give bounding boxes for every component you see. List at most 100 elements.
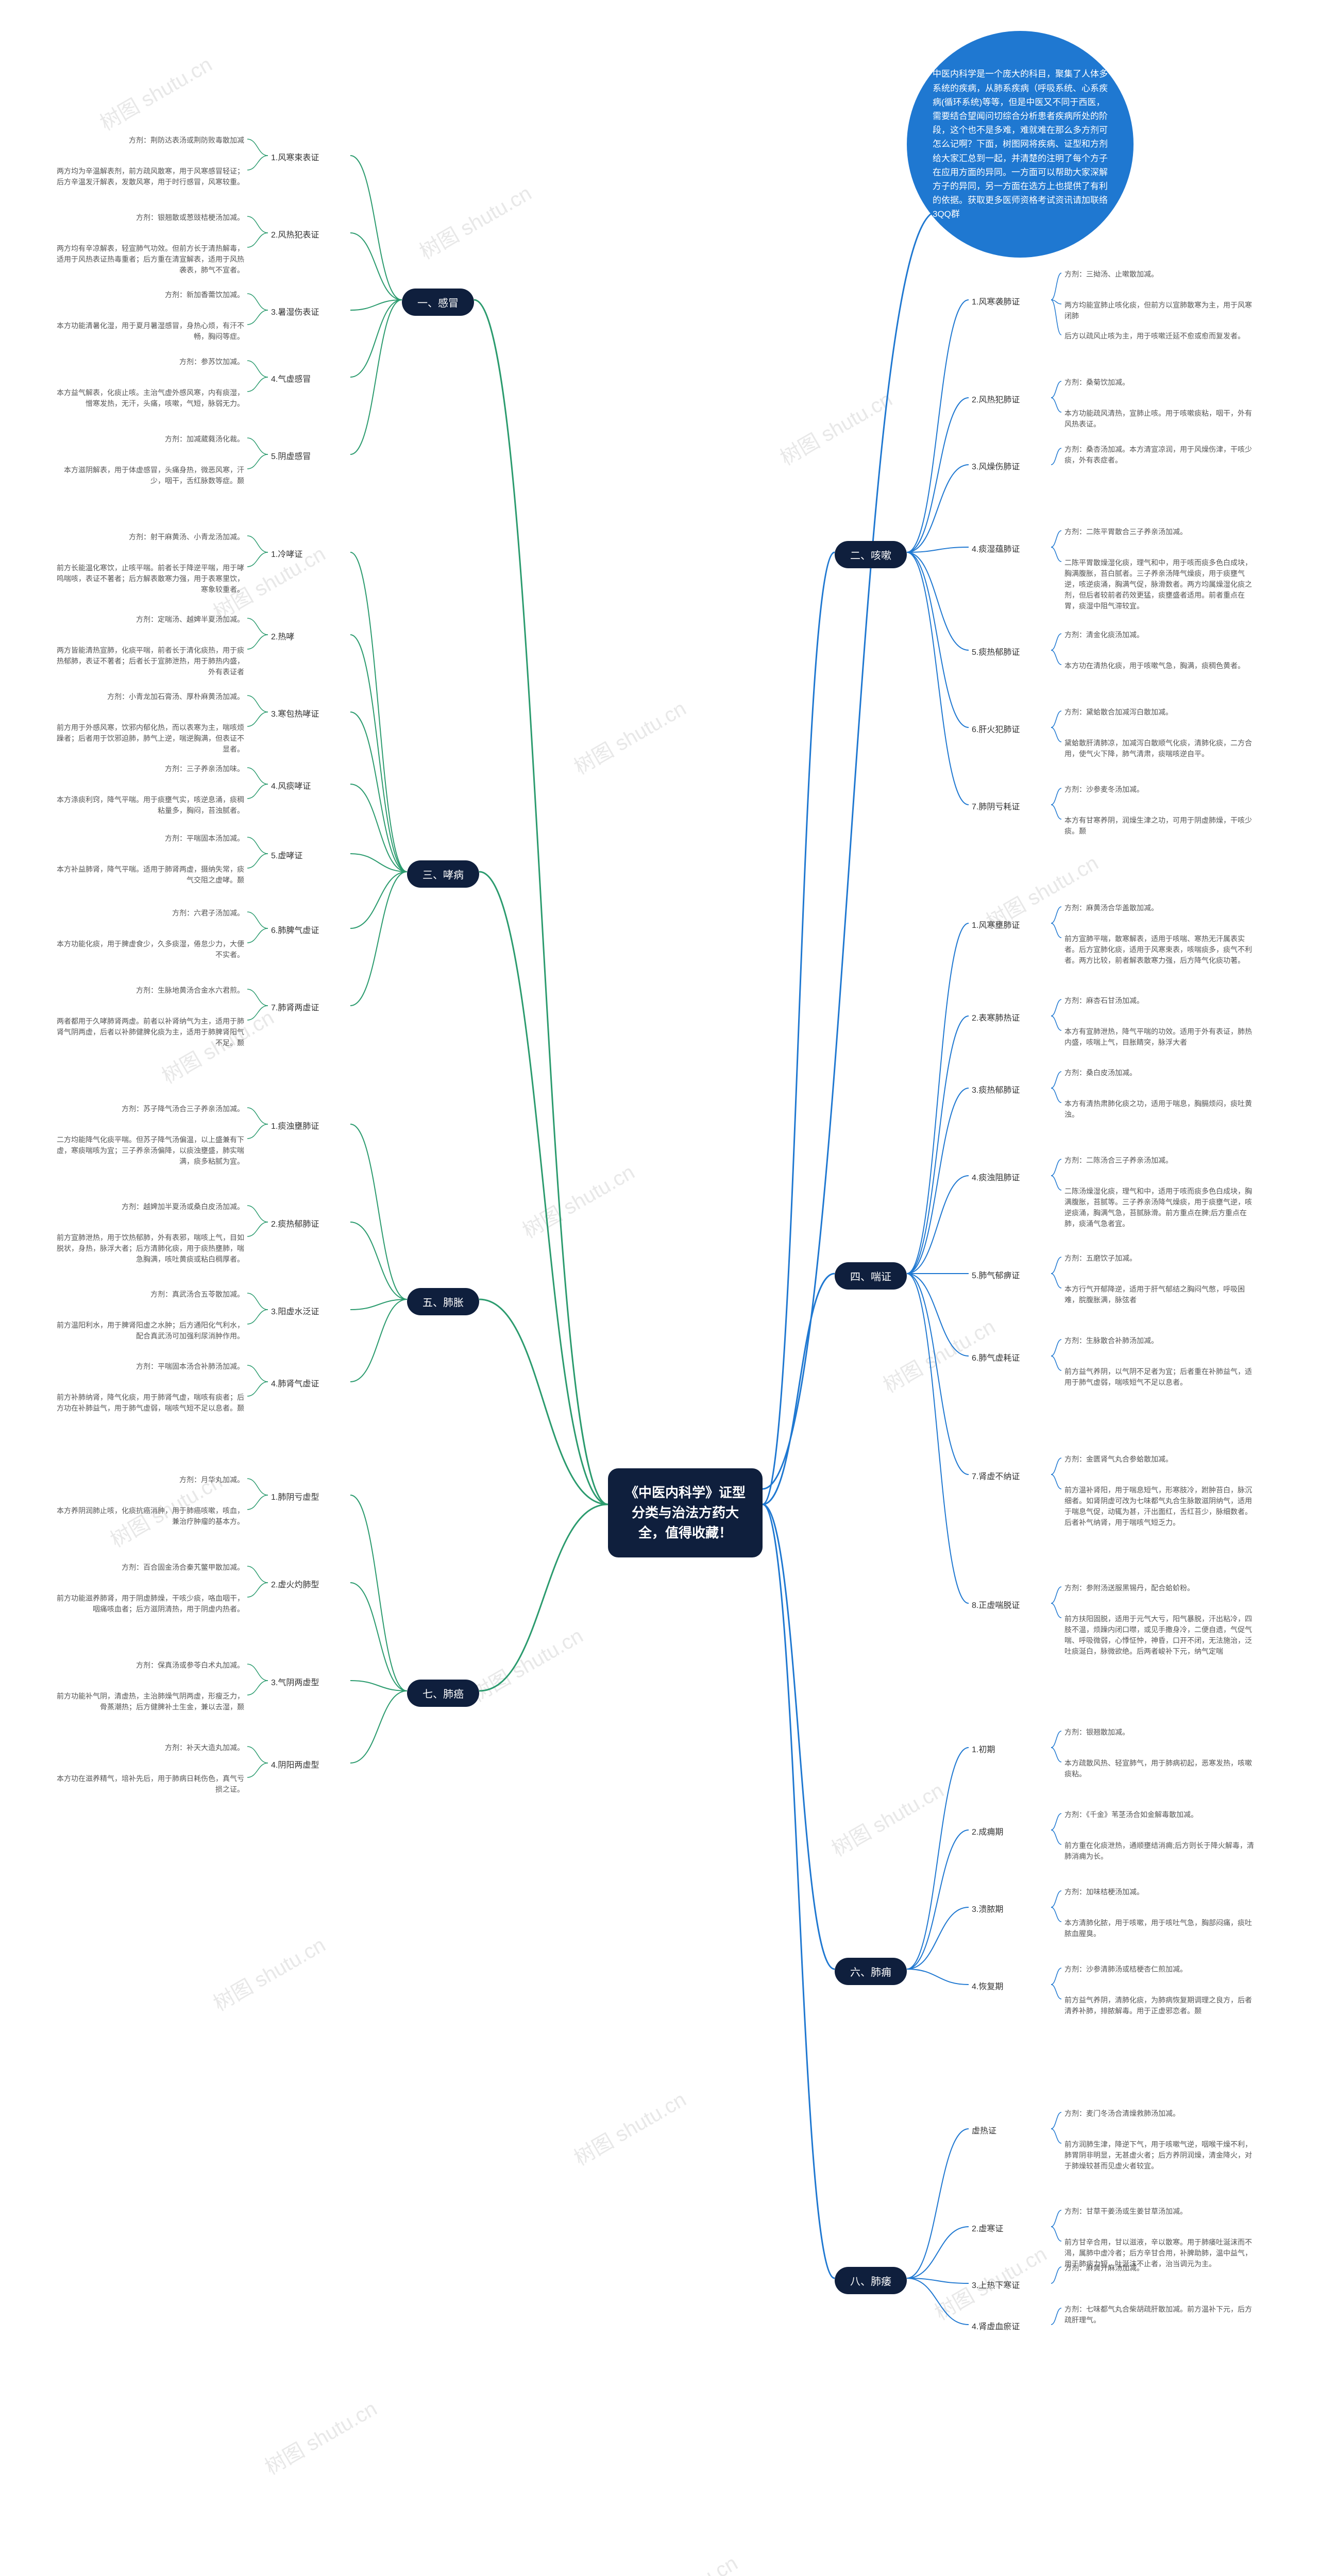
leaf-text: 方剂：月华丸加减。 xyxy=(52,1473,247,1486)
leaf-text: 本方养阴润肺止咳，化痰抗癌消肿，用于肺癌咳嗽，咳血，兼治疗肿瘤的基本方。 xyxy=(52,1504,247,1528)
leaf-text: 二陈平胃散燥湿化痰，理气和中，用于咳而痰多色白成块，胸满腹胀，苔白腻者。三子养亲… xyxy=(1061,556,1257,613)
pattern-node: 5.阴虚感冒 xyxy=(268,448,314,463)
pattern-node: 4.痰浊阻肺证 xyxy=(969,1170,1023,1184)
leaf-text: 两方皆能清热宣肺，化痰平喘，前者长于清化痰热，用于痰热郁肺，表证不著者；后者长于… xyxy=(52,644,247,679)
leaf-text: 两方均能宣肺止咳化痰，但前方以宣肺散寒为主，用于风寒闭肺 xyxy=(1061,299,1257,323)
leaf-text: 后方以疏风止咳为主，用于咳嗽迁延不愈或愈而复发者。 xyxy=(1061,330,1257,343)
pattern-node: 2.虚火灼肺型 xyxy=(268,1577,322,1591)
pattern-node: 2.风热犯表证 xyxy=(268,227,322,241)
leaf-text: 本方清肺化脓，用于咳嗽，用于咳吐气急，胸部闷痛，痰吐脓血腥臭。 xyxy=(1061,1917,1257,1940)
leaf-text: 本方涤痰利窍，降气平喘。用于痰壅气实，咳逆息涌，痰稠粘量多，胸闷，苔浊腻者。 xyxy=(52,793,247,817)
leaf-text: 本方滋阴解表，用于体虚感冒，头痛身热，微恶风寒，汗少，咽干，舌红脉数等症。颞 xyxy=(52,464,247,487)
leaf-text: 两方均有辛凉解表，轻宣肺气功效。但前方长于清热解毒，适用于风热表证热毒重者；后方… xyxy=(52,242,247,277)
leaf-text: 方剂：甘草干姜汤或生姜甘草汤加减。 xyxy=(1061,2205,1257,2218)
leaf-text: 前方温阳利水，用于脾肾阳虚之水肿；后方通阳化气利水，配合真武汤可加强利尿消肿作用… xyxy=(52,1319,247,1343)
leaf-text: 方剂：《千金》苇茎汤合如金解毒散加减。 xyxy=(1061,1808,1257,1821)
leaf-text: 本方有甘寒养阴，润燥生津之功，可用于阴虚肺燥，干咳少痰。颞 xyxy=(1061,814,1257,838)
pattern-node: 3.阳虚水泛证 xyxy=(268,1303,322,1318)
leaf-text: 方剂：麻黄升麻汤加减。 xyxy=(1061,2262,1257,2275)
leaf-text: 方剂：金匮肾气丸合参蛤散加减。 xyxy=(1061,1453,1257,1466)
leaf-text: 方剂：生脉地黄汤合金水六君煎。 xyxy=(52,984,247,997)
watermark: 树图 shutu.cn xyxy=(94,48,217,136)
intro-text: 中医内科学是一个庞大的科目，聚集了人体多系统的疾病，从肺系疾病（呼吸系统、心系疾… xyxy=(933,67,1108,221)
leaf-text: 黛蛤散肝清肺凉，加减泻白散顺气化痰，清肺化痰，二方合用，使气火下降，肺气清肃，痰… xyxy=(1061,737,1257,760)
leaf-text: 前方扶阳固脱，适用于元气大亏，阳气暴脱，汗出粘冷，四肢不温，烦躁内闭口噤，或见手… xyxy=(1061,1613,1257,1658)
leaf-text: 本方有宣肺泄热，降气平喘的功效。适用于外有表证，肺热内盛，咳喘上气，目胀睛突，脉… xyxy=(1061,1025,1257,1049)
pattern-node: 3.上热下寒证 xyxy=(969,2277,1023,2292)
watermark: 树图 shutu.cn xyxy=(568,2083,691,2171)
pattern-node: 4.恢复期 xyxy=(969,1978,1006,1993)
pattern-node: 2.表寒肺热证 xyxy=(969,1010,1023,1024)
pattern-node: 1.风寒束表证 xyxy=(268,149,322,164)
leaf-text: 方剂：参附汤送服黑锡丹，配合蛤蚧粉。 xyxy=(1061,1582,1257,1595)
pattern-node: 3.溃脓期 xyxy=(969,1901,1006,1916)
watermark: 树图 shutu.cn xyxy=(413,177,536,265)
pattern-node: 2.虚寒证 xyxy=(969,2221,1006,2235)
leaf-text: 方剂：苏子降气汤合三子养亲汤加减。 xyxy=(52,1103,247,1115)
leaf-text: 方剂：小青龙加石膏汤、厚朴麻黄汤加减。 xyxy=(52,690,247,703)
leaf-text: 方剂：银翘散加减。 xyxy=(1061,1726,1257,1739)
leaf-text: 方剂：桑白皮汤加减。 xyxy=(1061,1066,1257,1079)
leaf-text: 方剂：生脉散合补肺汤加减。 xyxy=(1061,1334,1257,1347)
leaf-text: 方剂：桑杏汤加减。本方清宣凉润，用于风燥伤津，干咳少痰，外有表症者。 xyxy=(1061,443,1257,467)
leaf-text: 两者都用于久哮肺肾两虚。前者以补肾纳气为主，适用于肺肾气阴两虚，后者以补肺健脾化… xyxy=(52,1015,247,1049)
leaf-text: 方剂：加味桔梗汤加减。 xyxy=(1061,1886,1257,1899)
leaf-text: 本方功能清暑化湿，用于夏月暑湿感冒，身热心烦，有汗不畅，胸闷等症。 xyxy=(52,319,247,343)
leaf-text: 方剂：六君子汤加减。 xyxy=(52,907,247,920)
watermark: 树图 shutu.cn xyxy=(568,692,691,780)
leaf-text: 方剂：加减葳蕤汤化裁。 xyxy=(52,433,247,446)
category-node: 四、喘证 xyxy=(835,1262,907,1290)
category-node: 五、肺胀 xyxy=(407,1288,479,1315)
leaf-text: 方剂：桑菊饮加减。 xyxy=(1061,376,1257,389)
leaf-text: 前方益气养阴，清肺化痰，为肺病恢复期调理之良方，后者清养补肺，排脓解毒。用于正虚… xyxy=(1061,1994,1257,2018)
leaf-text: 二方均能降气化痰平喘。但苏子降气汤偏温，以上盛兼有下虚，寒痰喘咳为宜；三子养亲汤… xyxy=(52,1133,247,1168)
category-node: 七、肺癌 xyxy=(407,1680,479,1707)
pattern-node: 4.气虚感冒 xyxy=(268,371,314,385)
leaf-text: 本方功在滋养精气，培补先后，用于肺病日耗伤色，真气亏损之证。 xyxy=(52,1772,247,1796)
leaf-text: 本方有清热肃肺化痰之功，适用于喘息，胸膈烦闷，痰吐黄浊。 xyxy=(1061,1097,1257,1121)
leaf-text: 前方长能温化寒饮，止咳平喘。前者长于降逆平喘，用于哮鸣喘咳，表证不著者；后方解表… xyxy=(52,562,247,596)
category-node: 六、肺痈 xyxy=(835,1958,907,1985)
pattern-node: 1.冷哮证 xyxy=(268,546,306,561)
leaf-text: 前方润肺生津，降逆下气，用于咳嗽气逆，咽喉干燥不利，肺胃阴非明显，无甚虚火者；后… xyxy=(1061,2138,1257,2173)
leaf-text: 前方用于外感风寒，饮邪内郁化热，而以表寒为主，喘咳烦躁者；后者用于饮邪迫肺，肺气… xyxy=(52,721,247,756)
leaf-text: 前方功能滋养肺肾，用于阴虚肺燥，干咳少痰，咯血咽干，咽痛咳血者；后方滋阴清热，用… xyxy=(52,1592,247,1616)
watermark: 树图 shutu.cn xyxy=(207,1928,330,2016)
pattern-node: 3.风燥伤肺证 xyxy=(969,459,1023,473)
pattern-node: 7.肾虚不纳证 xyxy=(969,1468,1023,1483)
pattern-node: 6.肝火犯肺证 xyxy=(969,721,1023,736)
leaf-text: 方剂：麻杏石甘汤加减。 xyxy=(1061,994,1257,1007)
leaf-text: 前方补肺纳肾，降气化痰，用于肺肾气虚，喘咳有痰者；后方功在补肺益气，用于肺气虚弱… xyxy=(52,1391,247,1415)
leaf-text: 方剂：真武汤合五苓散加减。 xyxy=(52,1288,247,1301)
leaf-text: 前方温补肾阳，用于喘息短气，形寒肢冷，跗肿苔白，脉沉细者。如肾阴虚可改为七味都气… xyxy=(1061,1484,1257,1529)
pattern-node: 4.阴阳两虚型 xyxy=(268,1757,322,1771)
leaf-text: 本方益气解表，化痰止咳。主治气虚外感风寒，内有痰湿，憎寒发热，无汗，头痛，咳嗽，… xyxy=(52,386,247,410)
watermark: 树图 shutu.cn xyxy=(516,1156,639,1244)
leaf-text: 方剂：沙参麦冬汤加减。 xyxy=(1061,783,1257,796)
leaf-text: 方剂：清金化痰汤加减。 xyxy=(1061,629,1257,641)
pattern-node: 4.肺肾气虚证 xyxy=(268,1376,322,1390)
leaf-text: 方剂：保真汤或参苓白术丸加减。 xyxy=(52,1659,247,1672)
leaf-text: 两方均为辛温解表剂，前方疏风散寒，用于风寒感冒轻证；后方辛温发汗解表，发散风寒，… xyxy=(52,165,247,189)
leaf-text: 方剂：黛蛤散合加减泻白散加减。 xyxy=(1061,706,1257,719)
leaf-text: 方剂：银翘散或葱豉桔梗汤加减。 xyxy=(52,211,247,224)
watermark: 树图 shutu.cn xyxy=(619,2547,742,2576)
pattern-node: 7.肺肾两虚证 xyxy=(268,999,322,1014)
leaf-text: 方剂：参苏饮加减。 xyxy=(52,355,247,368)
pattern-node: 4.风痰哮证 xyxy=(268,778,314,792)
pattern-node: 3.痰热郁肺证 xyxy=(969,1082,1023,1096)
leaf-text: 方剂：荆防达表汤或荆防败毒散加减 xyxy=(52,134,247,147)
category-node: 二、咳嗽 xyxy=(835,541,907,568)
leaf-text: 本方功能化痰，用于脾虚食少，久多痰湿，倦怠少力，大便不实者。 xyxy=(52,938,247,961)
category-node: 一、感冒 xyxy=(402,289,474,316)
pattern-node: 5.虚哮证 xyxy=(268,848,306,862)
pattern-node: 3.暑湿伤表证 xyxy=(268,304,322,318)
leaf-text: 方剂：二陈平胃散合三子养亲汤加减。 xyxy=(1061,526,1257,538)
leaf-text: 方剂：新加香薷饮加减。 xyxy=(52,289,247,301)
watermark: 树图 shutu.cn xyxy=(774,383,897,471)
leaf-text: 方剂：沙参清肺汤或桔梗杏仁煎加减。 xyxy=(1061,1963,1257,1976)
leaf-text: 本方行气开郁降逆，适用于肝气郁结之胸闷气憋，呼吸困难，脘腹胀满，脉弦者 xyxy=(1061,1283,1257,1307)
pattern-node: 3.气阴两虚型 xyxy=(268,1674,322,1689)
leaf-text: 前方宣肺泄热，用于饮热郁肺，外有表邪，喘咳上气，目如脱状，身热，脉浮大者；后方清… xyxy=(52,1231,247,1266)
center-node: 《中医内科学》证型分类与治法方药大全，值得收藏！ xyxy=(608,1468,763,1557)
